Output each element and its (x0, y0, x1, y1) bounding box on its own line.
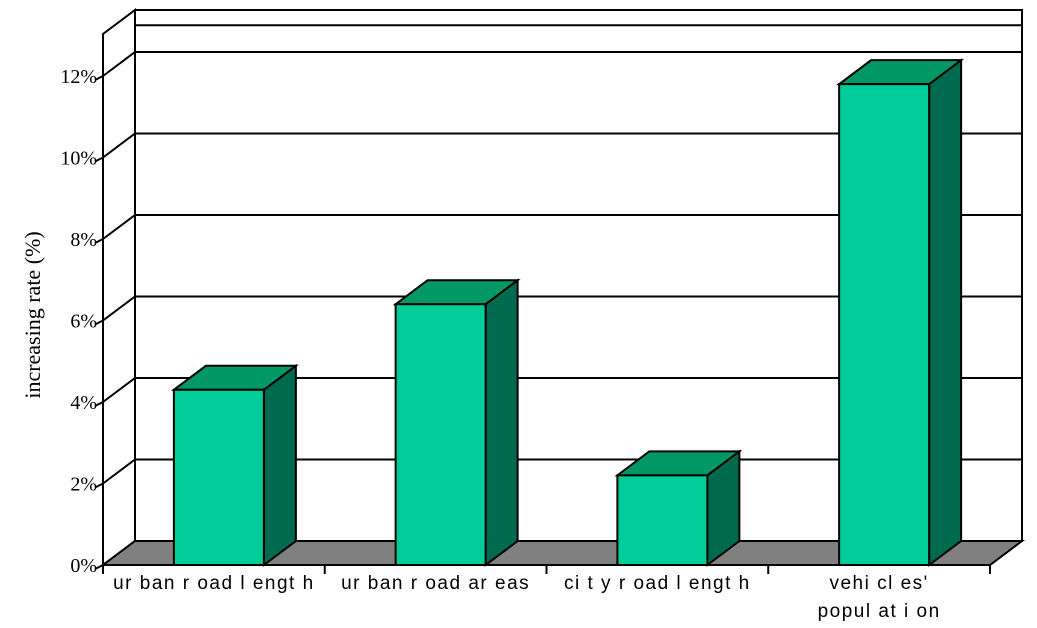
y-axis-title: increasing rate (%) (20, 231, 45, 398)
gridline-side (102, 377, 136, 403)
y-tick-label: 2% (70, 474, 97, 496)
x-axis-labels: ur ban r oad l engt h ur ban r oad ar eas… (113, 573, 941, 622)
x-tick-label: ur ban r oad ar eas (341, 573, 530, 594)
y-tick (94, 564, 104, 570)
gridline-side (102, 132, 136, 159)
y-tick-label: 0% (70, 555, 97, 577)
y-tick-label: 8% (70, 229, 97, 251)
gridline-side (102, 458, 136, 485)
y-tick-label: 6% (70, 311, 97, 333)
gridline-side (102, 51, 136, 77)
bar-side (928, 58, 963, 567)
bar-front (394, 303, 487, 566)
x-tick-label: ci t y r oad l engt h (564, 573, 751, 594)
bar-side (262, 363, 297, 567)
gridline-side (102, 295, 136, 322)
y-tick (94, 75, 104, 81)
bar (614, 449, 743, 567)
y-tick (94, 238, 104, 244)
y-tick-label: 12% (60, 66, 97, 88)
bar-front (172, 388, 265, 566)
y-tick-label: 4% (70, 392, 97, 414)
x-tick-label: popul at i on (818, 601, 941, 622)
y-tick-label: 10% (60, 148, 97, 170)
bar-front (838, 83, 931, 567)
y-tick (94, 319, 104, 326)
y-axis-ticks: 0% 2% 4% 6% 8% 10% 12% (60, 66, 104, 577)
bar-front (616, 474, 709, 567)
y-tick (94, 156, 104, 163)
bars (170, 58, 965, 567)
bar (392, 278, 521, 567)
bar-side (484, 278, 519, 567)
y-tick (94, 482, 104, 489)
x-tick-label: ur ban r oad l engt h (113, 573, 315, 594)
gridline-side (102, 214, 136, 240)
bar (170, 363, 299, 567)
y-tick (94, 401, 104, 407)
x-tick-label: vehi cl es' (829, 573, 928, 594)
side-wall (102, 8, 136, 567)
bar (836, 58, 965, 567)
